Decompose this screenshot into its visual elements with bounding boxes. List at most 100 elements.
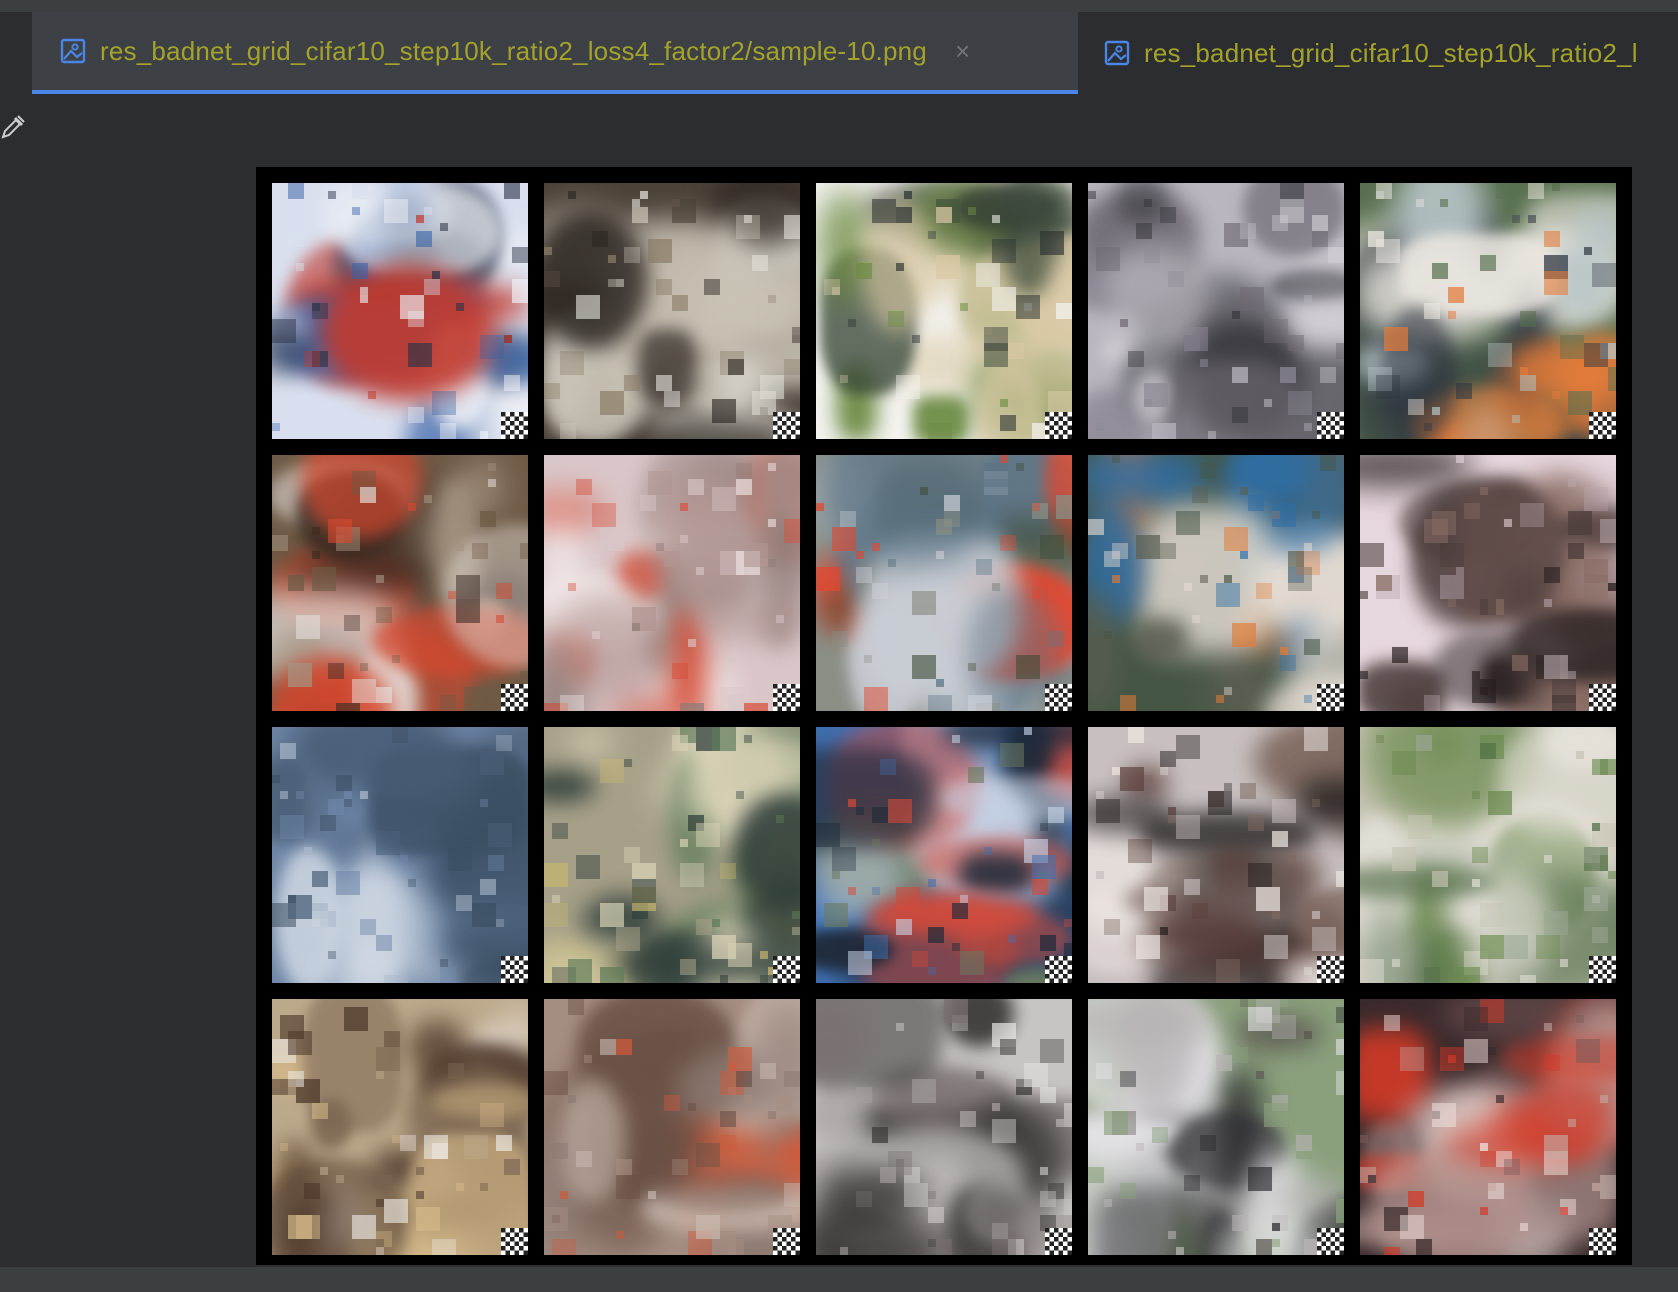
image-pixel	[760, 559, 768, 567]
image-pixel	[1136, 223, 1152, 239]
image-pixel	[1464, 1007, 1488, 1031]
image-pixel	[616, 279, 624, 287]
image-pixel	[992, 1223, 1008, 1239]
color-picker-icon[interactable]	[0, 114, 26, 140]
image-pixel	[1424, 967, 1440, 983]
image-pixel	[1360, 591, 1368, 599]
image-pixel	[1240, 999, 1248, 1007]
image-pixel	[632, 879, 656, 903]
image-pixel	[336, 775, 352, 791]
image-pixel	[984, 463, 1008, 487]
image-pixel	[720, 863, 736, 879]
image-pixel	[312, 871, 328, 887]
image-pixel	[272, 535, 288, 551]
image-pixel	[456, 575, 480, 599]
image-pixel	[712, 727, 736, 751]
image-pixel	[1520, 503, 1544, 527]
image-pixel	[1144, 383, 1168, 407]
image-pixel	[1304, 1239, 1320, 1255]
image-region	[1279, 1177, 1344, 1220]
image-pixel	[1040, 1039, 1064, 1063]
tab-second-image[interactable]: res_badnet_grid_cifar10_step10k_ratio2_l	[1098, 12, 1678, 94]
image-pixel	[1272, 911, 1280, 919]
image-pixel	[1000, 1039, 1016, 1055]
image-pixel	[632, 199, 640, 207]
image-pixel	[1032, 855, 1056, 879]
image-pixel	[736, 463, 752, 479]
sample-thumbnail	[1088, 999, 1344, 1255]
image-pixel	[1520, 367, 1528, 375]
image-pixel	[1248, 863, 1272, 887]
image-pixel	[1464, 503, 1480, 519]
image-pixel	[1320, 455, 1336, 471]
image-pixel	[376, 831, 400, 855]
image-pixel	[496, 919, 504, 927]
image-region	[650, 1170, 797, 1212]
sample-thumbnail	[1360, 455, 1616, 711]
trigger-patch	[773, 684, 800, 711]
image-pixel	[1544, 655, 1568, 679]
image-pixel	[936, 679, 944, 687]
image-pixel	[784, 1071, 800, 1087]
image-pixel	[1496, 1095, 1504, 1103]
image-pixel	[1160, 207, 1176, 223]
image-pixel	[1200, 1135, 1216, 1151]
image-pixel	[640, 1159, 656, 1175]
image-pixel	[1256, 1071, 1264, 1079]
image-pixel	[360, 919, 376, 935]
image-pixel	[320, 679, 344, 703]
image-region	[641, 1187, 800, 1232]
image-pixel	[496, 735, 512, 751]
image-pixel	[992, 1119, 1016, 1143]
image-pixel	[1472, 679, 1496, 703]
image-pixel	[552, 895, 560, 903]
image-pixel	[1544, 911, 1568, 935]
image-pixel	[600, 967, 624, 983]
image-pixel	[1480, 999, 1504, 1023]
image-pixel	[696, 1215, 720, 1239]
image-pixel	[1152, 423, 1176, 439]
image-pixel	[672, 663, 688, 679]
image-pixel	[1056, 303, 1072, 319]
image-pixel	[1232, 367, 1248, 383]
image-pixel	[624, 247, 640, 263]
image-pixel	[1216, 695, 1224, 703]
image-pixel	[792, 327, 800, 343]
trigger-patch	[1045, 956, 1072, 983]
image-toolbar	[0, 94, 1678, 164]
tab-label: res_badnet_grid_cifar10_step10k_ratio2_l…	[100, 35, 927, 66]
image-pixel	[920, 487, 928, 495]
image-pixel	[464, 687, 488, 711]
image-pixel	[1152, 1127, 1168, 1143]
image-pixel	[560, 1191, 568, 1199]
image-pixel	[1200, 463, 1216, 479]
image-pixel	[328, 951, 336, 959]
tab-sample-10-png[interactable]: res_badnet_grid_cifar10_step10k_ratio2_l…	[32, 12, 1078, 94]
image-pixel	[1504, 1159, 1520, 1175]
image-pixel	[1008, 935, 1016, 943]
image-pixel	[968, 663, 976, 671]
image-pixel	[856, 551, 864, 559]
image-pixel	[352, 679, 376, 703]
sample-thumbnail	[1088, 455, 1344, 711]
image-pixel	[856, 567, 872, 583]
close-icon[interactable]: ×	[954, 36, 971, 66]
image-pixel	[1168, 807, 1176, 815]
image-pixel	[416, 1191, 424, 1199]
image-pixel	[1368, 367, 1392, 391]
image-pixel	[376, 1071, 384, 1079]
image-pixel	[1232, 1215, 1248, 1231]
trigger-patch	[501, 1228, 528, 1255]
image-pixel	[1408, 399, 1424, 415]
image-pixel	[872, 543, 880, 551]
image-pixel	[1000, 535, 1016, 551]
image-pixel	[896, 375, 920, 399]
image-pixel	[1040, 935, 1056, 951]
image-pixel	[1032, 591, 1040, 599]
image-pixel	[1288, 551, 1304, 567]
image-pixel	[624, 759, 632, 767]
image-pixel	[672, 295, 688, 311]
image-pixel	[488, 823, 512, 847]
trigger-patch	[1589, 956, 1616, 983]
image-pixel	[696, 1143, 720, 1167]
